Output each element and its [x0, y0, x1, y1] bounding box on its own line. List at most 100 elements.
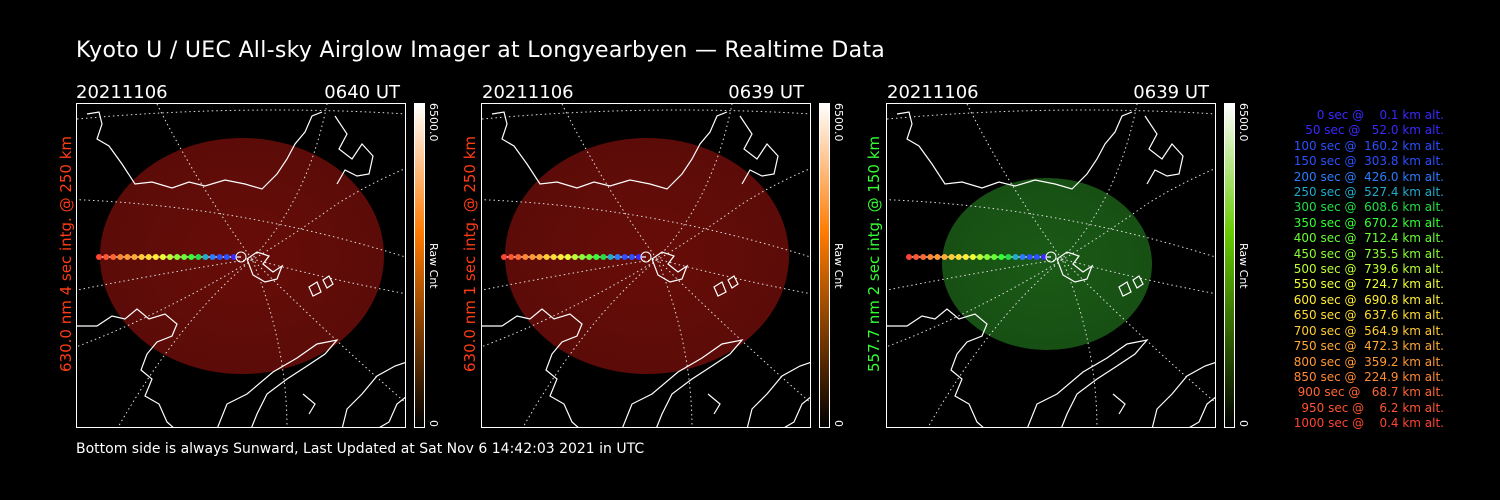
trajectory-point [152, 254, 159, 260]
panel-3-date: 20211106 [887, 82, 979, 103]
trajectory-point [138, 254, 145, 260]
allsky-map-svg [887, 104, 1215, 427]
trajectory-point [1045, 251, 1057, 263]
legend-entry: 250 sec @ 527.4 km alt. [1293, 185, 1444, 200]
legend-entry: 850 sec @ 224.9 km alt. [1293, 369, 1444, 384]
panel-2-wavelength-label: 630.0 nm 1 sec intg. @ 250 km [461, 135, 479, 372]
trajectory-point [181, 254, 188, 260]
footer-status: Bottom side is always Sunward, Last Upda… [76, 441, 645, 457]
airglow-disc [100, 138, 384, 374]
trajectory-point [579, 254, 586, 260]
page-title: Kyoto U / UEC All-sky Airglow Imager at … [76, 38, 886, 63]
trajectory-point [96, 254, 102, 260]
legend-entry: 650 sec @ 637.6 km alt. [1293, 308, 1444, 323]
legend-entry: 950 sec @ 6.2 km alt. [1301, 400, 1444, 415]
trajectory-point [586, 254, 593, 260]
trajectory-point [124, 254, 131, 260]
panel-1-wavelength-label: 630.0 nm 4 sec intg. @ 250 km [57, 135, 75, 372]
airglow-disc [942, 178, 1152, 350]
panel-3-colorbar-min: 0 [1237, 420, 1250, 427]
trajectory-point [103, 254, 110, 260]
legend-entry: 900 sec @ 68.7 km alt. [1297, 385, 1444, 400]
panel-2-colorbar-min: 0 [832, 420, 845, 427]
legend-entry: 400 sec @ 712.4 km alt. [1293, 231, 1444, 246]
trajectory-point [117, 254, 124, 260]
trajectory-point [1019, 254, 1026, 260]
trajectory-point [522, 254, 529, 260]
trajectory-point [195, 254, 202, 260]
trajectory-point [536, 254, 543, 260]
panel-1-colorbar-max: 6500.0 [427, 103, 440, 142]
trajectory-point [614, 254, 621, 260]
trajectory-point [564, 254, 571, 260]
trajectory-point [167, 254, 173, 260]
panel-2-time: 0639 UT [728, 82, 804, 103]
trajectory-point [913, 254, 920, 260]
trajectory-point [962, 254, 969, 260]
panel-2-date: 20211106 [482, 82, 574, 103]
panel-1-colorbar-unit: Raw Cnt [427, 243, 440, 289]
allsky-map-svg [77, 104, 405, 427]
airglow-disc [505, 138, 789, 374]
legend-entry: 100 sec @ 160.2 km alt. [1293, 138, 1444, 153]
trajectory-point [1005, 254, 1012, 260]
trajectory-point [209, 254, 216, 260]
panel-1-allsky-image [76, 103, 406, 428]
panel-2-allsky-image [481, 103, 811, 428]
trajectory-point [110, 254, 117, 260]
trajectory-point [508, 254, 515, 260]
trajectory-point [920, 254, 927, 260]
legend-entry: 500 sec @ 739.6 km alt. [1293, 262, 1444, 277]
legend-entry: 450 sec @ 735.5 km alt. [1293, 246, 1444, 261]
trajectory-point [927, 254, 934, 260]
trajectory-point [501, 254, 507, 260]
trajectory-point [969, 254, 976, 260]
panel-3-colorbar-unit: Raw Cnt [1237, 243, 1250, 289]
panel-1-colorbar [414, 103, 425, 428]
allsky-map-svg [482, 104, 810, 427]
trajectory-point [159, 254, 166, 260]
trajectory-point [977, 254, 983, 260]
panel-1-colorbar-min: 0 [427, 420, 440, 427]
panel-1-time: 0640 UT [324, 82, 400, 103]
panel-3-colorbar-max: 6500.0 [1237, 103, 1250, 142]
trajectory-legend: 0 sec @ 0.1 km alt. 50 sec @ 52.0 km alt.… [1252, 108, 1444, 432]
panel-2-colorbar-unit: Raw Cnt [832, 243, 845, 289]
trajectory-point [188, 254, 195, 260]
trajectory-point [557, 254, 564, 260]
trajectory-point [948, 254, 955, 260]
trajectory-point [202, 254, 209, 260]
trajectory-point [230, 254, 237, 260]
trajectory-point [529, 254, 536, 260]
legend-entry: 200 sec @ 426.0 km alt. [1293, 169, 1444, 184]
trajectory-point [984, 254, 991, 260]
trajectory-point [640, 251, 652, 263]
trajectory-point [607, 254, 614, 260]
trajectory-point [934, 254, 941, 260]
trajectory-point [223, 254, 230, 260]
legend-entry: 50 sec @ 52.0 km alt. [1305, 123, 1444, 138]
trajectory-point [515, 254, 522, 260]
trajectory-point [145, 254, 152, 260]
trajectory-point [235, 251, 247, 263]
panel-2-colorbar [819, 103, 830, 428]
trajectory-point [621, 254, 628, 260]
trajectory-point [600, 254, 607, 260]
legend-entry: 300 sec @ 608.6 km alt. [1293, 200, 1444, 215]
legend-entry: 700 sec @ 564.9 km alt. [1293, 323, 1444, 338]
panel-3-colorbar [1224, 103, 1235, 428]
trajectory-point [998, 254, 1005, 260]
panel-2-colorbar-max: 6500.0 [832, 103, 845, 142]
trajectory-point [1026, 254, 1033, 260]
legend-entry: 0 sec @ 0.1 km alt. [1316, 108, 1444, 122]
trajectory-point [543, 254, 550, 260]
panel-1-date: 20211106 [76, 82, 168, 103]
trajectory-point [174, 254, 181, 260]
legend-entry: 150 sec @ 303.8 km alt. [1293, 154, 1444, 169]
trajectory-point [572, 254, 578, 260]
panel-3-wavelength-label: 557.7 nm 2 sec intg. @ 150 km [865, 135, 883, 372]
trajectory-point [1033, 254, 1040, 260]
legend-entry: 750 sec @ 472.3 km alt. [1293, 339, 1444, 354]
trajectory-point [635, 254, 642, 260]
trajectory-point [550, 254, 557, 260]
